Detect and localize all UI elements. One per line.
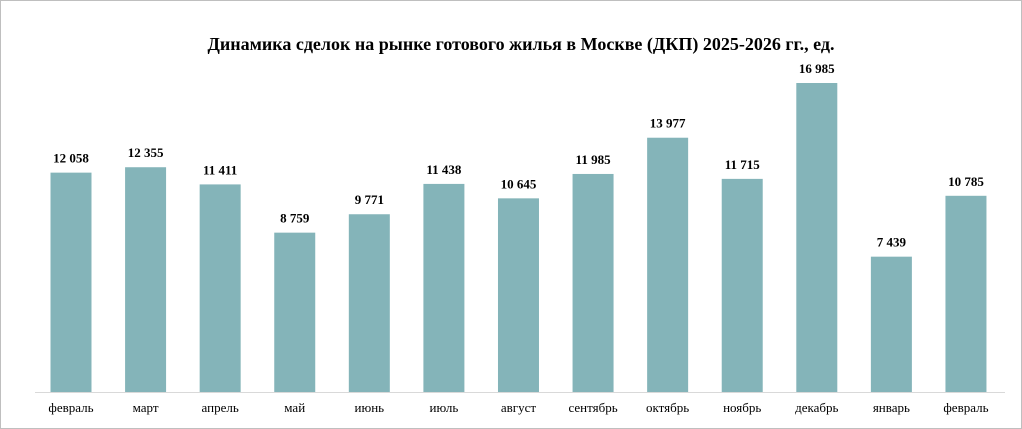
x-tick-label: февраль: [943, 400, 988, 415]
x-tick-label: ноябрь: [723, 400, 761, 415]
value-label: 11 411: [203, 162, 237, 177]
value-label: 9 771: [355, 192, 384, 207]
bar: [572, 173, 614, 392]
x-tick-label: сентябрь: [568, 400, 617, 415]
x-tick-label: май: [284, 400, 305, 415]
x-tick-label: февраль: [48, 400, 93, 415]
bar: [423, 183, 465, 392]
bar: [274, 232, 316, 392]
chart-title: Динамика сделок на рынке готового жилья …: [207, 34, 834, 55]
value-label: 16 985: [799, 61, 835, 76]
x-tick-label: январь: [873, 400, 910, 415]
value-label: 11 715: [725, 157, 761, 172]
x-tick-label: декабрь: [795, 400, 838, 415]
value-label: 11 438: [426, 162, 462, 177]
bar: [199, 184, 241, 392]
x-tick-label: июнь: [355, 400, 385, 415]
value-label: 10 785: [948, 174, 984, 189]
bar: [50, 172, 92, 392]
value-label: 7 439: [877, 235, 907, 250]
value-label: 12 355: [128, 145, 164, 160]
value-label: 12 058: [53, 151, 89, 166]
x-tick-label: октябрь: [646, 400, 689, 415]
bar: [348, 214, 390, 392]
x-tick-label: апрель: [202, 400, 239, 415]
x-tick-label: август: [501, 400, 537, 415]
bar: [125, 167, 167, 392]
bar: [870, 256, 912, 392]
bar: [721, 178, 763, 392]
bar: [647, 137, 689, 392]
bar: [796, 83, 838, 392]
bar: [945, 195, 987, 392]
bar: [497, 198, 539, 392]
x-tick-label: март: [133, 400, 159, 415]
value-label: 13 977: [650, 116, 686, 131]
value-label: 10 645: [501, 176, 537, 191]
x-tick-label: июль: [430, 400, 459, 415]
value-label: 8 759: [280, 211, 310, 226]
value-label: 11 985: [576, 152, 612, 167]
